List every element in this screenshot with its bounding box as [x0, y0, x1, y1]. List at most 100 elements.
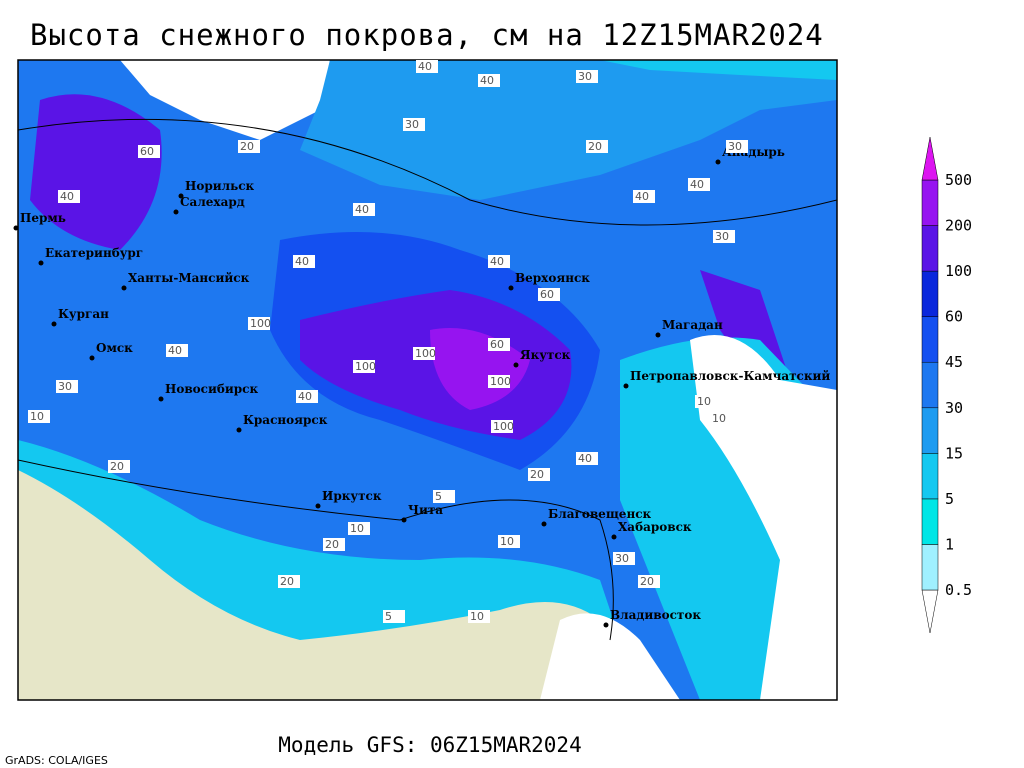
city-dot [178, 193, 184, 199]
legend-label: 1 [945, 535, 954, 553]
contour-label-box [293, 255, 315, 268]
city-name: Якутск [520, 348, 571, 362]
city-dot [715, 159, 721, 165]
sea [540, 613, 680, 700]
legend-label: 0.5 [945, 581, 972, 599]
legend-label: 30 [945, 399, 963, 417]
contour-label-box [488, 375, 510, 388]
contour-label: 100 [493, 420, 514, 433]
city-name: Норильск [185, 179, 255, 193]
contour-label-box [433, 490, 455, 503]
city-name: Ханты-Мансийск [128, 271, 250, 285]
contour-label-box [403, 118, 425, 131]
city-name: Новосибирск [165, 382, 258, 396]
city-dot [173, 209, 179, 215]
contour-label-box [576, 70, 598, 83]
city-dot [603, 622, 609, 628]
contour-label-box [488, 338, 510, 351]
city-dot [401, 517, 407, 523]
contour-label-box [278, 575, 300, 588]
contour-label: 60 [490, 338, 504, 351]
contour-label-box [166, 344, 188, 357]
city-dot [655, 332, 661, 338]
city-labels: Норильск Салехард Пермь Екатеринбург Ханты-М… [13, 145, 830, 628]
contour-label: 30 [578, 70, 592, 83]
contour-label: 100 [490, 375, 511, 388]
contour-label-box [416, 60, 438, 73]
bare-land [18, 470, 620, 700]
contour-label-box [56, 380, 78, 393]
contour-label: 10 [350, 522, 364, 535]
legend-swatch [921, 361, 939, 409]
city-name: Верхоянск [515, 271, 590, 285]
border [18, 459, 614, 641]
contour-label: 100 [415, 347, 436, 360]
contour-label-box [498, 535, 520, 548]
city-dot [611, 534, 617, 540]
contour-label-box [28, 410, 50, 423]
city-name: Иркутск [322, 489, 382, 503]
contour-label: 40 [635, 190, 649, 203]
contour-label-box [323, 538, 345, 551]
contour-label: 40 [298, 390, 312, 403]
contour-label-box [353, 203, 375, 216]
city-dot [89, 355, 95, 361]
contour-label: 40 [490, 255, 504, 268]
legend-label: 45 [945, 353, 963, 371]
legend-swatch [921, 136, 939, 181]
contour-label-box [695, 395, 717, 408]
contour-label: 60 [540, 288, 554, 301]
contour-label: 5 [435, 490, 442, 503]
contour-label: 40 [690, 178, 704, 191]
contour-label: 30 [405, 118, 419, 131]
city-name: Красноярск [243, 413, 328, 427]
city-name: Салехард [180, 195, 245, 209]
coastline [18, 118, 837, 226]
pacific-ocean [690, 335, 837, 700]
contour-label-box [713, 230, 735, 243]
legend-swatch [921, 179, 939, 226]
city-name: Курган [58, 307, 109, 321]
contour-label: 30 [615, 552, 629, 565]
arctic-ice [120, 60, 330, 140]
city-name: Пермь [20, 211, 66, 225]
city-name: Чита [408, 503, 443, 517]
city-dot [513, 362, 519, 368]
legend-label: 60 [945, 308, 963, 326]
contour-label: 100 [355, 360, 376, 373]
contour-label-box [353, 360, 375, 373]
legend-swatch [921, 316, 939, 363]
contour-label: 20 [588, 140, 602, 153]
contour-label-box [238, 140, 260, 153]
contour-label-box [528, 468, 550, 481]
city-name: Благовещенск [548, 507, 652, 521]
legend-swatch [921, 453, 939, 500]
model-label: Модель GFS: 06Z15MAR2024 [278, 733, 581, 757]
city-name: Петропавловск-Камчатский [630, 369, 830, 383]
city-dot [121, 285, 127, 291]
city-dot [13, 225, 19, 231]
arctic-sea [300, 60, 837, 200]
city-dot [51, 321, 57, 327]
city-dot [158, 396, 164, 402]
contour-label-box [491, 420, 513, 433]
city-dot [38, 260, 44, 266]
arctic-sea [600, 60, 837, 80]
city-name: Хабаровск [618, 520, 692, 534]
city-dot [236, 427, 242, 433]
contour-label-box [383, 610, 405, 623]
contour-label: 20 [530, 468, 544, 481]
city-name: Екатеринбург [45, 246, 143, 260]
contour-label: 30 [715, 230, 729, 243]
city-dot [315, 503, 321, 509]
city-name: Омск [96, 341, 133, 355]
city-name: Магадан [662, 318, 723, 332]
contour-label-box [538, 288, 560, 301]
contour-label: 40 [355, 203, 369, 216]
contour-label-box [478, 74, 500, 87]
contour-labels: 40 30 40 20 30 20 40 40 60 40 40 60 100 100 100 60 100 10… [28, 60, 748, 623]
legend-label: 100 [945, 262, 972, 280]
legend-label: 200 [945, 217, 972, 235]
city-dot [508, 285, 514, 291]
